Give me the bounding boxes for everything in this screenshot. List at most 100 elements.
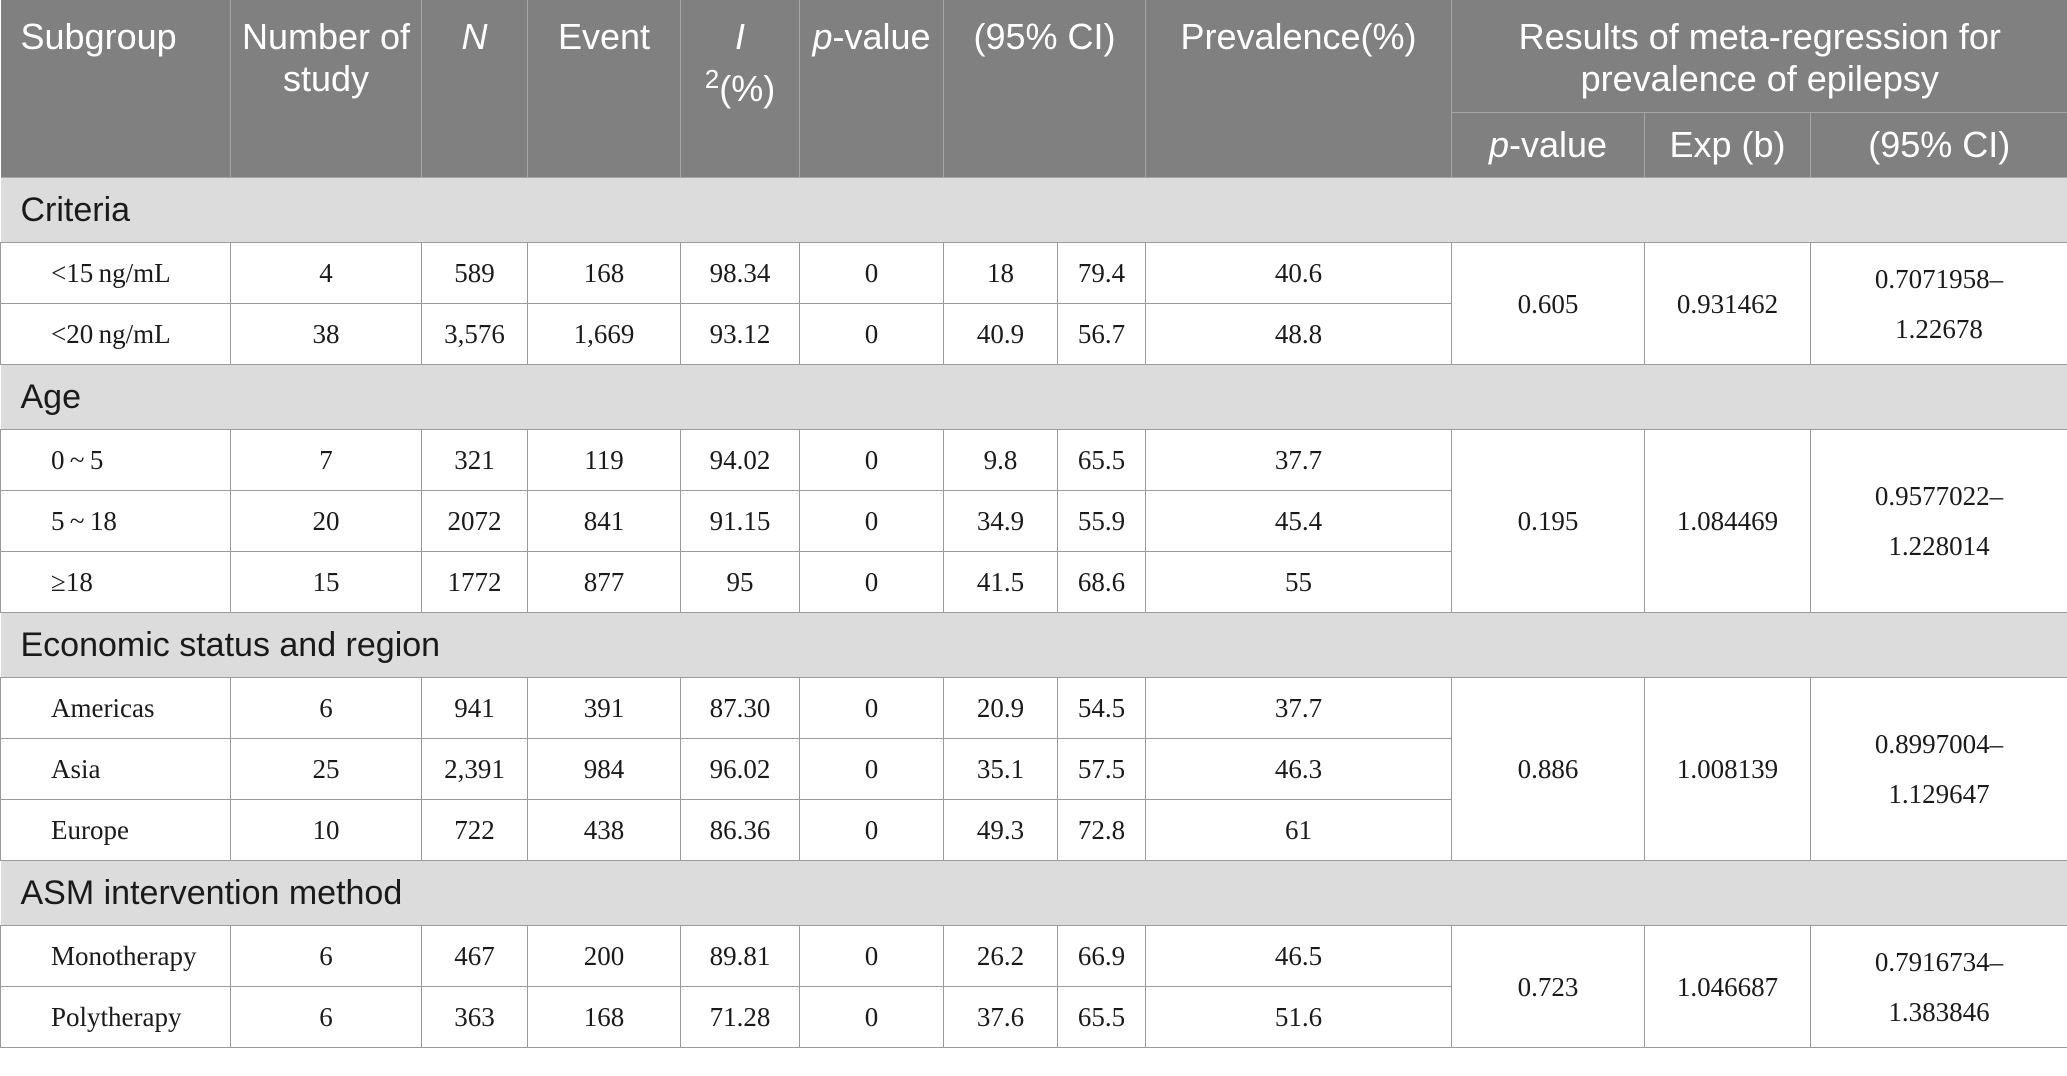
cell-ci-low: 18 <box>943 242 1058 304</box>
cell-ci-high: 72.8 <box>1057 799 1146 861</box>
cell-n: 589 <box>421 242 528 304</box>
regression-ci: 0.7071958– 1.22678 <box>1810 242 2067 365</box>
cell-n: 1772 <box>421 551 528 613</box>
row-label: Monotherapy <box>0 925 231 987</box>
row-label: 0 ~ 5 <box>0 429 231 491</box>
cell-prevalence: 48.8 <box>1145 303 1452 365</box>
table-row: Monotherapy 6 467 200 89.81 0 26.2 66.9 46.5 0.72… <box>0 925 2067 1048</box>
regression-exp-b: 1.008139 <box>1644 677 1811 861</box>
regression-ci-lower: 0.9577022– <box>1874 481 2004 511</box>
cell-ci-low: 20.9 <box>943 677 1058 739</box>
regression-ci: 0.8997004– 1.129647 <box>1810 677 2067 861</box>
regression-ci: 0.7916734– 1.383846 <box>1810 925 2067 1048</box>
header-ci: (95% CI) <box>943 0 1146 178</box>
section-header-row: Economic status and region <box>0 612 2067 678</box>
header-i2-symbol: I <box>734 16 745 57</box>
subheader-p-value: p-value <box>1451 112 1645 178</box>
cell-studies: 15 <box>230 551 422 613</box>
cell-ci-high: 66.9 <box>1057 925 1146 987</box>
regression-ci-upper: 1.383846 <box>1888 996 1990 1027</box>
cell-i2: 95 <box>680 551 800 613</box>
header-i2-superscript: 2 <box>704 64 720 94</box>
header-p-symbol: p <box>812 16 833 57</box>
section-header-row: ASM intervention method <box>0 860 2067 926</box>
regression-ci-lower: 0.7071958– <box>1874 263 2004 294</box>
cell-ci-low: 9.8 <box>943 429 1058 491</box>
cell-prevalence: 55 <box>1145 551 1452 613</box>
cell-studies: 38 <box>230 303 422 365</box>
cell-i2: 89.81 <box>680 925 800 987</box>
cell-prevalence: 40.6 <box>1145 242 1452 304</box>
cell-ci-high: 68.6 <box>1057 551 1146 613</box>
cell-n: 363 <box>421 986 528 1048</box>
cell-studies: 7 <box>230 429 422 491</box>
regression-ci-upper: 1.228014 <box>1888 531 1990 561</box>
cell-i2: 86.36 <box>680 799 800 861</box>
cell-ci-low: 49.3 <box>943 799 1058 861</box>
header-number-of-study: Number of study <box>230 0 422 178</box>
cell-p: 0 <box>799 551 944 613</box>
header-p-value: p-value <box>799 0 944 178</box>
cell-studies: 6 <box>230 925 422 987</box>
section-title: Criteria <box>0 177 2067 243</box>
section-title: Age <box>0 364 2067 430</box>
table-row: ≥18 15 1772 877 95 0 41.5 68.6 55 <box>0 551 2067 613</box>
cell-i2: 87.30 <box>680 677 800 739</box>
cell-prevalence: 37.7 <box>1145 429 1452 491</box>
cell-n: 321 <box>421 429 528 491</box>
cell-ci-high: 57.5 <box>1057 738 1146 800</box>
cell-ci-high: 55.9 <box>1057 490 1146 552</box>
cell-prevalence: 46.5 <box>1145 925 1452 987</box>
cell-ci-high: 65.5 <box>1057 986 1146 1048</box>
cell-i2: 93.12 <box>680 303 800 365</box>
table-header: Subgroup Number of study N Event I 2(%) p… <box>0 0 2067 178</box>
cell-prevalence: 51.6 <box>1145 986 1452 1048</box>
table-row: 0 ~ 5 7 321 119 94.02 0 9.8 65.5 37.7 0.195 1.0844… <box>0 429 2067 613</box>
cell-studies: 10 <box>230 799 422 861</box>
cell-p: 0 <box>799 677 944 739</box>
header-p-rest: -value <box>832 16 931 57</box>
header-i2: I 2(%) <box>680 0 800 178</box>
subheader-p-symbol: p <box>1488 124 1509 165</box>
cell-studies: 6 <box>230 986 422 1048</box>
cell-p: 0 <box>799 799 944 861</box>
header-meta-regression: Results of meta-regression for prevalenc… <box>1451 0 2067 113</box>
row-label: Polytherapy <box>0 986 231 1048</box>
cell-n: 467 <box>421 925 528 987</box>
cell-event: 877 <box>527 551 681 613</box>
cell-event: 119 <box>527 429 681 491</box>
row-label: <15 ng/mL <box>0 242 231 304</box>
cell-event: 841 <box>527 490 681 552</box>
table-row: <20 ng/mL 38 3,576 1,669 93.12 0 40.9 56.7 48.8 <box>0 303 2067 365</box>
cell-ci-high: 79.4 <box>1057 242 1146 304</box>
cell-i2: 96.02 <box>680 738 800 800</box>
cell-prevalence: 61 <box>1145 799 1452 861</box>
cell-prevalence: 46.3 <box>1145 738 1452 800</box>
table-row: <15 ng/mL 4 589 168 98.34 0 18 79.4 40.6 0.605 0.9… <box>0 242 2067 365</box>
cell-event: 200 <box>527 925 681 987</box>
cell-event: 438 <box>527 799 681 861</box>
regression-p-value: 0.886 <box>1451 677 1645 861</box>
row-label: ≥18 <box>0 551 231 613</box>
table-body: Criteria <15 ng/mL 4 589 168 98.34 0 18 79.4 40.6… <box>0 177 2067 1048</box>
cell-ci-high: 65.5 <box>1057 429 1146 491</box>
cell-ci-low: 35.1 <box>943 738 1058 800</box>
section-title: Economic status and region <box>0 612 2067 678</box>
header-subgroup: Subgroup <box>0 0 231 178</box>
cell-ci-low: 37.6 <box>943 986 1058 1048</box>
regression-exp-b: 0.931462 <box>1644 242 1811 365</box>
cell-n: 3,576 <box>421 303 528 365</box>
cell-p: 0 <box>799 738 944 800</box>
cell-ci-high: 56.7 <box>1057 303 1146 365</box>
row-label: <20 ng/mL <box>0 303 231 365</box>
regression-p-value: 0.605 <box>1451 242 1645 365</box>
cell-prevalence: 45.4 <box>1145 490 1452 552</box>
table-row: Polytherapy 6 363 168 71.28 0 37.6 65.5 51.6 <box>0 986 2067 1048</box>
cell-p: 0 <box>799 986 944 1048</box>
cell-ci-low: 26.2 <box>943 925 1058 987</box>
cell-p: 0 <box>799 429 944 491</box>
cell-i2: 94.02 <box>680 429 800 491</box>
section-title: ASM intervention method <box>0 860 2067 926</box>
table-row: Americas 6 941 391 87.30 0 20.9 54.5 37.7 0.886 1.… <box>0 677 2067 861</box>
header-prevalence: Prevalence(%) <box>1145 0 1452 178</box>
